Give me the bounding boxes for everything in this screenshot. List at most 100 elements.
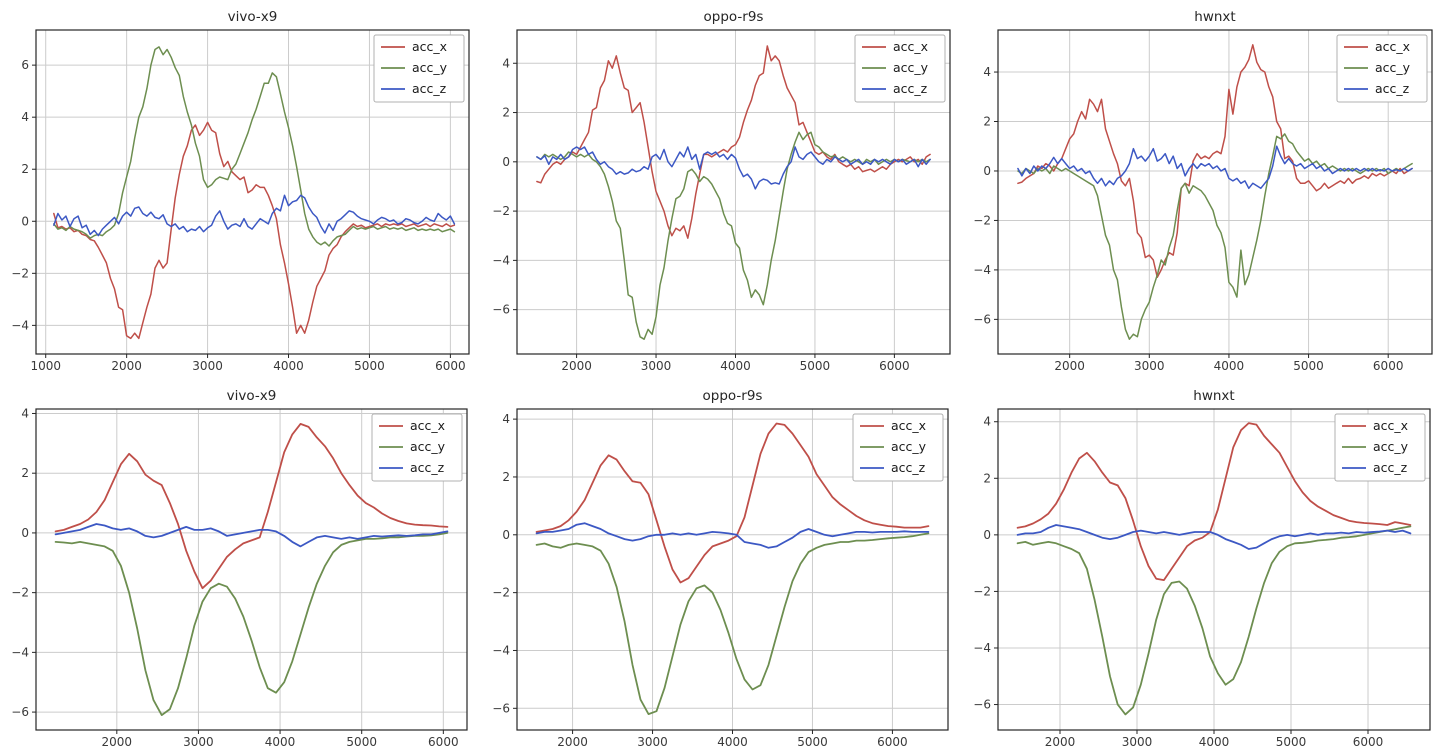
y-tick-label: −6 [11,705,29,719]
y-axis: −6 −4 −2 0 2 4 [973,415,998,712]
legend-label: acc_y [1373,439,1409,454]
legend-label: acc_y [891,439,927,454]
x-tick-label: 5000 [354,359,385,373]
x-tick-label: 5000 [797,735,828,749]
x-tick-label: 6000 [879,359,910,373]
series-line-acc_x [54,423,449,590]
series-line-acc_y [54,531,449,717]
y-tick-label: −6 [492,701,510,715]
legend-item-acc_x: acc_x [381,39,447,54]
x-tick-label: 6000 [877,735,908,749]
chart-title: hwnxt [1194,9,1235,25]
y-tick-label: −4 [492,253,510,267]
legend-item-acc_y: acc_y [860,439,927,454]
chart-title: vivo-x9 [228,9,278,25]
x-tick-label: 6000 [435,359,466,373]
legend: acc_x acc_y acc_z [1336,34,1428,103]
x-tick-label: 4000 [1199,735,1230,749]
legend-item-acc_y: acc_y [862,60,929,75]
y-axis: −6 −4 −2 0 2 4 [492,56,517,317]
chart-title: oppo-r9s [703,388,763,404]
legend-label: acc_z [410,460,445,475]
y-tick-label: 0 [21,526,29,540]
x-tick-label: 2000 [111,359,142,373]
chart-1-vivo-x9: 1000 2000 3000 4000 5000 6000 −4 −2 0 2 4 6 vivo-x9 a… [0,0,481,375]
legend-item-acc_x: acc_x [860,418,926,433]
legend-label: acc_y [412,60,448,75]
x-tick-label: 5000 [1276,735,1307,749]
legend-label: acc_x [1375,39,1410,54]
chart-canvas: 1000 2000 3000 4000 5000 6000 −4 −2 0 2 4 6 vivo-x9 a… [0,0,481,375]
legend-label: acc_z [1375,81,1410,96]
legend: acc_x acc_y acc_z [373,34,465,103]
legend-item-acc_y: acc_y [379,439,446,454]
legend: acc_x acc_y acc_z [854,34,946,103]
x-tick-label: 2000 [561,359,592,373]
legend-label: acc_x [412,39,447,54]
x-tick-label: 4000 [265,735,296,749]
chart-canvas: 2000 3000 4000 5000 6000 −6 −4 −2 0 2 4 vivo-x9 acc_… [0,375,481,750]
legend-label: acc_z [893,81,928,96]
y-tick-label: −2 [492,586,510,600]
legend-label: acc_x [893,39,928,54]
y-tick-label: 4 [21,406,29,420]
chart-4-vivo-x9: 2000 3000 4000 5000 6000 −6 −4 −2 0 2 4 vivo-x9 acc_… [0,375,481,750]
x-axis: 2000 3000 4000 5000 6000 [1045,730,1383,749]
chart-5-oppo-r9s: 2000 3000 4000 5000 6000 −6 −4 −2 0 2 4 oppo-r9s acc… [481,375,962,750]
grid [998,409,1430,730]
legend-label: acc_z [1373,460,1408,475]
legend: acc_x acc_y acc_z [1334,413,1426,482]
plot-frame [516,29,951,355]
x-tick-label: 5000 [800,359,831,373]
legend-item-acc_x: acc_x [1344,39,1410,54]
y-tick-label: 2 [502,106,510,120]
x-tick-label: 2000 [557,735,588,749]
legend-label: acc_y [1375,60,1411,75]
y-tick-label: −2 [11,266,29,280]
x-axis: 2000 3000 4000 5000 6000 [102,730,459,749]
legend-item-acc_z: acc_z [862,81,928,96]
series-line-acc_z [1017,145,1413,190]
y-tick-label: −2 [492,204,510,218]
legend-label: acc_x [410,418,445,433]
plot-frame [35,408,468,731]
x-tick-label: 4000 [273,359,304,373]
series-line-acc_z [535,522,930,549]
x-tick-label: 3000 [637,735,668,749]
x-axis: 2000 3000 4000 5000 6000 [561,354,910,373]
series-line-acc_z [54,523,449,548]
y-tick-label: 0 [502,528,510,542]
y-tick-label: −2 [11,586,29,600]
y-tick-label: 4 [983,65,991,79]
chart-3-hwnxt: 2000 3000 4000 5000 6000 −6 −4 −2 0 2 4 hwnxt acc_x a… [962,0,1444,375]
x-tick-label: 4000 [717,735,748,749]
series-line-acc_x [536,45,931,239]
legend: acc_x acc_y acc_z [852,413,944,482]
y-tick-label: 4 [502,56,510,70]
chart-6-hwnxt: 2000 3000 4000 5000 6000 −6 −4 −2 0 2 4 hwnxt acc_x a… [962,375,1444,750]
chart-2-oppo-r9s: 2000 3000 4000 5000 6000 −6 −4 −2 0 2 4 oppo-r9s acc… [481,0,962,375]
legend: acc_x acc_y acc_z [371,413,463,482]
grid [36,409,467,730]
chart-canvas: 2000 3000 4000 5000 6000 −6 −4 −2 0 2 4 hwnxt acc_xa… [962,375,1444,750]
y-tick-label: 2 [21,466,29,480]
legend-label: acc_z [891,460,926,475]
series-line-acc_z [1016,524,1412,550]
y-tick-label: −4 [973,641,991,655]
x-tick-label: 2000 [1054,359,1085,373]
x-tick-label: 6000 [1373,359,1404,373]
legend-item-acc_x: acc_x [379,418,445,433]
chart-canvas: 2000 3000 4000 5000 6000 −6 −4 −2 0 2 4 oppo-r9s acc… [481,375,962,750]
y-tick-label: 6 [21,58,29,72]
x-tick-label: 1000 [30,359,61,373]
series-line-acc_y [53,46,456,247]
series-line-acc_x [1017,44,1413,279]
series-line-acc_y [1016,525,1412,716]
series-line-acc_z [53,194,456,237]
y-tick-label: −6 [492,303,510,317]
legend-label: acc_x [891,418,926,433]
chart-title: hwnxt [1193,388,1234,404]
y-tick-label: −2 [973,213,991,227]
x-tick-label: 3000 [1122,735,1153,749]
legend-item-acc_z: acc_z [860,460,926,475]
